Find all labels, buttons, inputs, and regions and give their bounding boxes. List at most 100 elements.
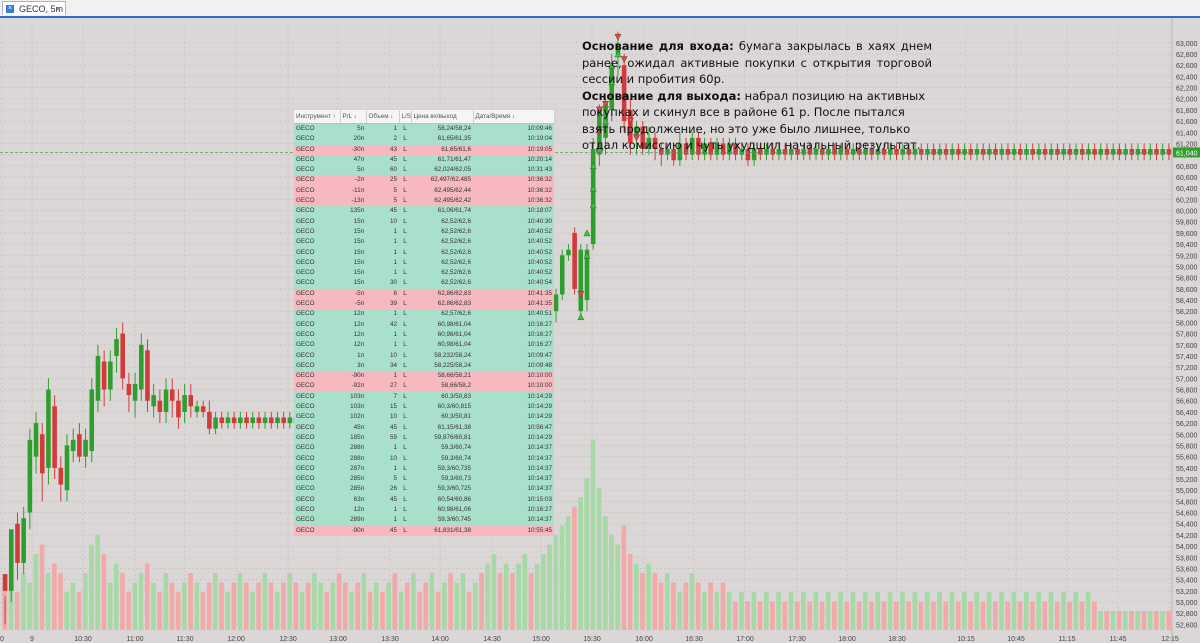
volume-bar: [1098, 611, 1103, 630]
column-header-volume[interactable]: Объем ↓: [366, 110, 400, 124]
volume-bar: [980, 601, 986, 630]
volume-bar: [893, 601, 899, 630]
table-cell-instrument: GECO: [294, 484, 340, 495]
table-cell-instrument: GECO: [294, 257, 340, 269]
table-cell-instrument: GECO: [294, 381, 340, 392]
volume-bar: [572, 506, 577, 630]
table-row[interactable]: GECO -5п 39 L 62,86/62,83 10:41:35: [294, 299, 554, 310]
candle-body: [578, 249, 584, 312]
column-header-instrument[interactable]: Инструмент ↑: [294, 110, 341, 124]
table-cell-long-short: L: [399, 206, 411, 217]
x-tick-label: 17:30: [788, 636, 806, 643]
tab-chart[interactable]: × GECO, 5m ×: [2, 1, 66, 15]
volume-bar: [132, 582, 138, 630]
table-row[interactable]: GECO 15п 1 L 62,52/62,6 10:40:52: [294, 237, 554, 248]
volume-bar: [70, 582, 76, 630]
table-cell-volume: 5: [366, 196, 399, 207]
volume-bar: [832, 601, 837, 630]
table-cell-long-short: L: [399, 525, 411, 536]
table-row[interactable]: GECO 45п 45 L 61,15/61,38 10:56:47: [294, 422, 554, 433]
candle-body: [101, 361, 107, 390]
volume-bar: [262, 573, 268, 630]
volume-bar: [931, 601, 936, 630]
volume-bar: [472, 582, 478, 630]
table-row[interactable]: GECO 103п 7 L 60,3/50,83 10:14:29: [294, 391, 554, 403]
table-row[interactable]: GECO 12п 1 L 60,98/61,06 10:16:27: [294, 504, 554, 516]
table-row[interactable]: GECO -5п 6 L 62,86/62,83 10:41:35: [294, 288, 554, 300]
candle-body: [931, 149, 936, 155]
table-row[interactable]: GECO 12п 1 L 62,57/62,6 10:40:51: [294, 309, 554, 320]
candlestick-chart[interactable]: 63,000 62,800 62,600 62,400 62,200 62,000 61,8…: [0, 18, 1200, 643]
table-cell-long-short: L: [399, 165, 411, 176]
table-row[interactable]: GECO 15п 1 L 62,52/62,6 10:40:52: [294, 226, 554, 238]
volume-bar: [76, 592, 82, 630]
sell-marker: [595, 129, 603, 136]
candle-body: [584, 249, 590, 301]
candle-body: [250, 417, 256, 424]
table-cell-datetime: 10:10:00: [473, 381, 554, 392]
table-row[interactable]: GECO 287п 1 L 59,3/60,735 10:14:37: [294, 463, 554, 475]
table-cell-long-short: L: [399, 350, 411, 361]
volume-bar: [151, 582, 156, 630]
table-row[interactable]: GECO 47п 45 L 61,71/61,47 10:20:14: [294, 154, 554, 166]
volume-bar: [460, 573, 466, 630]
table-row[interactable]: GECO 5п 60 L 62,024/62,05 10:31:43: [294, 165, 554, 176]
y-tick-label: 60,400: [1176, 186, 1198, 193]
table-row[interactable]: GECO 288п 10 L 59,3/60,74 10:14:37: [294, 453, 554, 464]
candle-body: [1148, 149, 1153, 155]
volume-bar: [120, 573, 125, 630]
table-cell-instrument: GECO: [294, 165, 340, 176]
table-row[interactable]: GECO -90п 1 L 58,66/58,21 10:10:00: [294, 371, 554, 382]
y-tick-label: 54,600: [1176, 511, 1198, 518]
table-row[interactable]: GECO -92п 27 L 58,66/58,2 10:10:00: [294, 381, 554, 392]
table-cell-price: 62,52/62,6: [411, 247, 473, 258]
table-row[interactable]: GECO 15п 1 L 62,52/62,6 10:40:52: [294, 247, 554, 258]
table-cell-pl: 3п: [340, 360, 366, 372]
table-row[interactable]: GECO 12п 1 L 60,98/61,04 10:16:27: [294, 329, 554, 341]
column-header-datetime[interactable]: Дата/Время ↓: [473, 110, 555, 124]
table-row[interactable]: GECO 102п 10 L 60,3/50,81 10:14:29: [294, 412, 554, 423]
table-cell-pl: 103п: [340, 402, 366, 413]
table-row[interactable]: GECO 63п 45 L 60,54/60,86 10:15:03: [294, 494, 554, 505]
candle-body: [163, 389, 169, 412]
table-row[interactable]: GECO 185п 59 L 59,876/60,81 10:14:29: [294, 432, 554, 444]
volume-bar: [14, 592, 20, 630]
table-row[interactable]: GECO 288п 1 L 59,3/60,74 10:14:37: [294, 443, 554, 454]
table-cell-pl: 5п: [340, 165, 366, 176]
table-row[interactable]: GECO 12п 1 L 60,98/61,04 10:16:27: [294, 340, 554, 351]
table-cell-long-short: L: [399, 474, 411, 485]
table-row[interactable]: GECO 15п 30 L 62,52/62,6 10:40:54: [294, 278, 554, 289]
table-row[interactable]: GECO -2п 25 L 62,497/62,485 10:36:32: [294, 175, 554, 186]
table-cell-datetime: 10:40:54: [473, 278, 554, 289]
table-row[interactable]: GECO 15п 10 L 62,52/62,6 10:40:30: [294, 216, 554, 227]
close-icon[interactable]: ×: [55, 4, 61, 14]
table-row[interactable]: GECO -11п 5 L 62,495/62,44 10:36:32: [294, 185, 554, 197]
entry-reason-paragraph: Основание для входа: бумага закрылась в …: [582, 38, 932, 88]
candle-body: [58, 467, 64, 485]
table-row[interactable]: GECO -13п 5 L 62,495/62,42 10:36:32: [294, 196, 554, 207]
table-row[interactable]: GECO 103п 15 L 60,3/60,815 10:14:29: [294, 402, 554, 413]
table-row[interactable]: GECO 135п 45 L 61,06/61,74 10:18:07: [294, 206, 554, 217]
table-cell-volume: 1: [366, 237, 399, 248]
table-row[interactable]: GECO 1п 10 L 58,232/58,24 10:09:47: [294, 350, 554, 361]
column-header-long-short[interactable]: L/S: [399, 110, 412, 124]
table-row[interactable]: GECO -30п 43 L 61,65/61,6 10:19:05: [294, 144, 554, 155]
table-row[interactable]: GECO 12п 42 L 60,98/61,04 10:16:27: [294, 319, 554, 330]
table-row[interactable]: GECO 15п 1 L 62,52/62,6 10:40:52: [294, 257, 554, 269]
table-row[interactable]: GECO -90п 45 L 61,831/61,38 10:55:45: [294, 525, 554, 536]
table-cell-pl: 12п: [340, 329, 366, 341]
candle-body: [1048, 149, 1054, 155]
table-row[interactable]: GECO 5п 1 L 58,24/58,24 10:09:46: [294, 123, 554, 135]
column-header-pl[interactable]: P/L ↓: [340, 110, 367, 124]
table-row[interactable]: GECO 3п 34 L 58,225/58,24 10:09:48: [294, 360, 554, 372]
table-cell-price: 59,876/60,81: [411, 432, 473, 444]
table-row[interactable]: GECO 20п 2 L 61,65/61,35 10:19:04: [294, 134, 554, 145]
table-row[interactable]: GECO 15п 1 L 62,52/62,6 10:40:52: [294, 268, 554, 279]
table-row[interactable]: GECO 285п 26 L 59,3/60,725 10:14:37: [294, 484, 554, 495]
column-header-price[interactable]: Цена вх/выход: [411, 110, 474, 124]
volume-bar: [1122, 611, 1128, 630]
table-row[interactable]: GECO 285п 5 L 59,3/60,73 10:14:37: [294, 474, 554, 485]
candle-body: [21, 518, 26, 563]
trades-table[interactable]: Инструмент ↑ P/L ↓ Объем ↓ L/S Цена вх/в…: [294, 110, 555, 536]
table-row[interactable]: GECO 289п 1 L 59,3/60,745 10:14:37: [294, 515, 554, 526]
